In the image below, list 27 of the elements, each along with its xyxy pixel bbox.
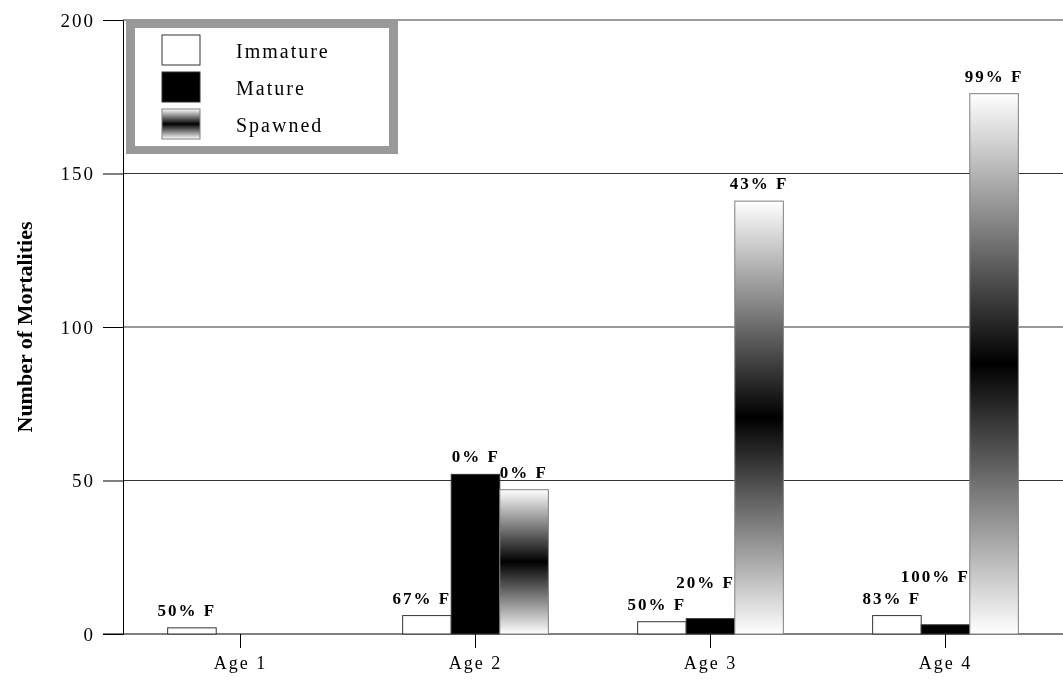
- annotation: 50% F: [157, 600, 217, 620]
- annotation: 20% F: [676, 572, 735, 592]
- x-tick-label: Age 3: [683, 652, 738, 673]
- legend-label: Mature: [236, 77, 306, 99]
- y-tick-label: 50: [72, 470, 95, 492]
- annotation: 50% F: [627, 594, 687, 614]
- annotation: 100% F: [900, 566, 970, 586]
- annotation: 99% F: [964, 66, 1024, 86]
- bar: [734, 200, 784, 635]
- x-tick-label: Age 2: [448, 652, 503, 673]
- annotation: 83% F: [862, 588, 922, 608]
- legend-label: Spawned: [236, 114, 324, 137]
- y-tick-label: 150: [60, 163, 95, 185]
- bar: [167, 627, 217, 635]
- y-tick-label: 200: [60, 9, 95, 31]
- y-tick-label: 100: [60, 316, 95, 338]
- x-tick-label: Age 1: [213, 652, 268, 673]
- y-axis-title: Number of Mortalities: [12, 221, 37, 433]
- annotation: 67% F: [392, 588, 452, 608]
- bar: [969, 93, 1019, 635]
- y-tick-label: 0: [83, 623, 95, 645]
- legend-label: Immature: [236, 40, 330, 62]
- annotation: 0% F: [451, 447, 500, 467]
- annotation: 43% F: [729, 174, 789, 194]
- annotation: 0% F: [499, 462, 548, 482]
- bar: [499, 489, 549, 635]
- x-tick-label: Age 4: [918, 652, 973, 673]
